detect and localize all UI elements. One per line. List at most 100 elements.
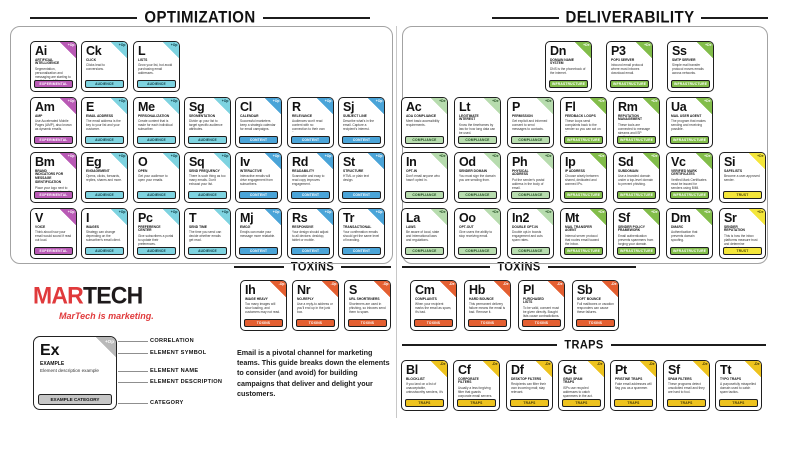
element-tile-tr: +Op Tr Transactional Your confirmation emai…: [338, 208, 385, 259]
correlation-corner: +Op: [111, 209, 127, 225]
element-name: Spam Filters: [668, 376, 692, 381]
element-description: Describe what's in the email. Capture a …: [343, 119, 375, 132]
category-badge: AUDIENCE: [137, 135, 176, 144]
correlation-mark: +Op: [170, 99, 178, 103]
element-name: Feedback Loops: [565, 113, 596, 118]
element-name: Purchased Lists: [523, 296, 544, 305]
element-name: Send Frequency: [189, 168, 220, 173]
category-badge: CONTENT: [342, 246, 381, 255]
category-badge: AUDIENCE: [85, 190, 124, 199]
header-rule: [262, 16, 370, 19]
header-rule: [234, 266, 284, 268]
element-symbol: R: [292, 100, 301, 114]
category-badge: COMPLIANCE: [511, 246, 550, 255]
element-description: Your confirmation emails should get the …: [343, 230, 380, 243]
element-name: IP Address: [565, 168, 585, 173]
correlation-mark: +De: [598, 99, 605, 103]
element-name: Voice: [35, 224, 46, 229]
correlation-mark: -De: [492, 362, 498, 366]
category-badge: CONTENT: [342, 190, 381, 199]
element-tile-e: +Op E Email Address The email address is th…: [81, 97, 128, 148]
category-badge: INFRASTRUCTURE: [564, 246, 603, 255]
correlation-mark: -De: [545, 362, 551, 366]
element-name: Blocklist: [406, 376, 425, 381]
element-symbol: Rd: [292, 155, 309, 169]
element-description: These tools are connected to message str…: [618, 123, 651, 136]
category-badge: AUDIENCE: [188, 246, 227, 255]
element-tile-oo: +De Oo Opt-Out Give users the ability to st…: [454, 208, 501, 259]
optimization-header: OPTIMIZATION: [30, 8, 370, 27]
correlation-corner: +Op: [111, 153, 127, 169]
category-badge: TRAPS: [405, 398, 444, 407]
element-tile-in2: +De In2 Double Opt-In Double opt-in boosts …: [507, 208, 554, 259]
element-tile-bm: +Op Bm Brand Indicators for Message Identi…: [30, 152, 77, 203]
element-name: Sender Policy Framework: [618, 224, 645, 233]
element-symbol: Nr: [297, 283, 311, 297]
element-description: Don't email anyone who hasn't opted in.: [406, 174, 440, 183]
element-tile-pt: -De Pt Pristine Traps Fake email addresses …: [610, 360, 657, 411]
category-badge: AUDIENCE: [85, 79, 124, 88]
correlation-mark: -Op: [330, 282, 337, 286]
category-badge: COMPLIANCE: [405, 246, 444, 255]
legend-element-description: Element description example: [40, 368, 99, 373]
correlation-mark: +De: [704, 99, 711, 103]
element-tile-la: +De La Laws Be aware of local, state and in…: [401, 208, 448, 259]
correlation-corner: +De: [643, 98, 659, 114]
element-name: Subdomain: [618, 168, 639, 173]
correlation-corner: +Op: [214, 209, 230, 225]
category-badge: INFRASTRUCTURE: [564, 135, 603, 144]
element-tile-gt: -De Gt Gray Spam Traps ISPs use recycled ad…: [558, 360, 605, 411]
header-rule: [701, 16, 769, 19]
correlation-mark: -Op: [278, 282, 285, 286]
element-description: Know the timeframes by law for how long …: [459, 123, 496, 136]
element-name: Engagement: [86, 168, 110, 173]
correlation-mark: -De: [597, 362, 603, 366]
martech-logo: MARTECH: [33, 281, 143, 309]
element-tile-cm: -De Cm Complaints When your recipient marks…: [410, 280, 457, 331]
element-symbol: Sb: [577, 283, 593, 297]
correlation-corner: +Op: [163, 209, 179, 225]
element-name: Pristine Traps: [615, 376, 643, 381]
deliverability-title: DELIVERABILITY: [565, 7, 695, 28]
correlation-corner: +Op: [214, 153, 230, 169]
category-badge: INFRASTRUCTURE: [617, 135, 656, 144]
element-tile-tt: -De Tt Typo Traps A purposefully misspelled…: [715, 360, 762, 411]
element-description: When your recipient marks the email as s…: [415, 302, 452, 315]
element-description: Use a reply-to address or you'll end up …: [297, 302, 333, 315]
element-name: Segmentation: [189, 113, 216, 118]
element-description: The time you send can decide whether ema…: [189, 230, 222, 243]
correlation-corner: +Op: [60, 42, 76, 58]
category-badge: TRAPS: [614, 398, 653, 407]
correlation-mark: +De: [439, 210, 446, 214]
element-description: If you land on a list of unacceptable, u…: [406, 382, 443, 395]
element-name: URL Shorteners: [349, 296, 380, 301]
correlation-mark: +De: [492, 210, 499, 214]
element-symbol: P3: [611, 44, 626, 58]
header-rule: [610, 344, 766, 346]
element-name: Opt-In: [406, 168, 417, 173]
legend-label-element-name: ELEMENT NAME: [150, 368, 199, 374]
element-name: Images: [86, 224, 100, 229]
correlation-corner: +Op: [163, 42, 179, 58]
correlation-corner: +De: [590, 153, 606, 169]
element-description: Recipients can filter their own incoming…: [511, 382, 546, 395]
element-tile-r: +Op R Relevance Audiences won't read conten…: [287, 97, 334, 148]
element-tile-me: +Op Me Personalization Create content that …: [133, 97, 180, 148]
element-tile-pl: -De Pl Purchased Lists To be valid, consent…: [518, 280, 565, 331]
legend-label-element-symbol: ELEMENT SYMBOL: [150, 350, 207, 356]
correlation-corner: -De: [483, 361, 499, 377]
legend-label-correlation: CORRELATION: [150, 338, 194, 344]
legend-leader-line: [118, 382, 148, 383]
legend-label-category: CATEGORY: [150, 400, 184, 406]
element-name: Lists: [138, 57, 148, 62]
element-symbol: Dn: [550, 44, 567, 58]
element-tile-sr: +De Sr Sender Reputation This is how the in…: [719, 208, 766, 259]
element-name: Verified Mark Certificates: [671, 168, 698, 177]
correlation-corner: +Op: [60, 98, 76, 114]
element-description: DNS is the phonebook of the internet.: [550, 67, 586, 76]
element-symbol: Ss: [672, 44, 687, 58]
element-name: Transactional: [343, 224, 372, 229]
element-name: Email Address: [86, 113, 114, 118]
correlation-mark: +De: [651, 154, 658, 158]
element-description: This permanent delivery failure means th…: [469, 302, 506, 315]
